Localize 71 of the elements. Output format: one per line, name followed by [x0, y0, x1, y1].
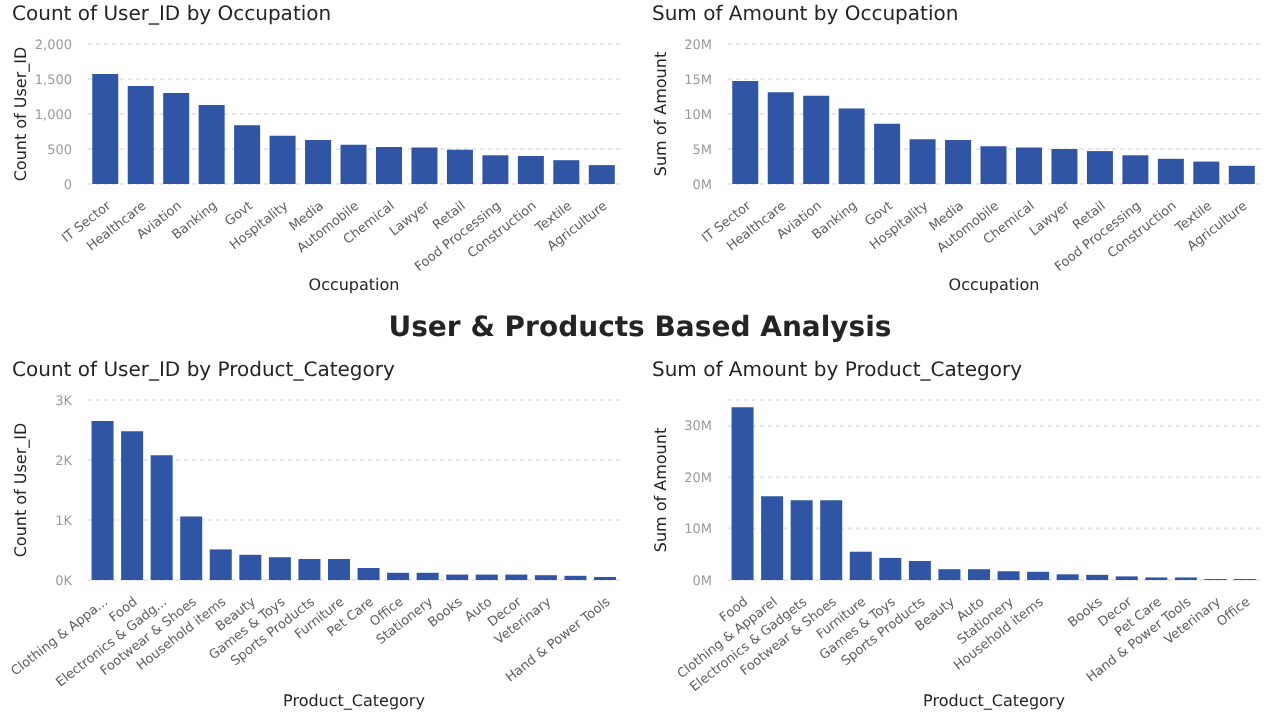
x-axis-title: Occupation [948, 276, 1040, 294]
chart-title: Count of User_ID by Occupation [10, 2, 334, 30]
bar [446, 149, 473, 184]
bar [375, 146, 402, 184]
bar [298, 559, 321, 580]
x-axis-title: Product_Category [283, 692, 426, 710]
bar [980, 146, 1007, 184]
bar [91, 421, 114, 580]
bar [820, 500, 843, 580]
bar [553, 160, 580, 184]
bar [879, 557, 902, 580]
bar [268, 557, 291, 580]
bar [803, 95, 830, 184]
bar [1051, 149, 1078, 184]
bar [121, 431, 144, 580]
bar [416, 572, 439, 580]
chart-title: Count of User_ID by Product_Category [10, 358, 397, 386]
bar [1228, 165, 1255, 184]
bar [198, 104, 225, 184]
bar [838, 108, 865, 184]
bar [761, 496, 784, 580]
bar [997, 571, 1020, 580]
bar [908, 560, 931, 580]
bar [588, 165, 615, 184]
bar [505, 574, 528, 580]
bar [1027, 571, 1050, 580]
bar [1056, 574, 1079, 580]
bar [731, 407, 754, 580]
x-axis-title: Occupation [308, 276, 400, 294]
bar [1193, 161, 1220, 184]
bar [945, 139, 972, 184]
bar [411, 147, 438, 184]
x-axis-title: Product_Category [923, 692, 1066, 710]
bar [475, 574, 498, 580]
bar [239, 554, 262, 580]
y-axis-title: Sum of Amount [651, 51, 670, 177]
text: User & Products Based Analysis [386, 310, 894, 348]
bar [92, 74, 119, 184]
bar [938, 569, 961, 580]
bar [127, 86, 154, 184]
bar [1086, 574, 1109, 580]
bar [967, 569, 990, 580]
y-axis-title: Count of User_ID [11, 46, 30, 182]
bar [482, 155, 509, 184]
bar [909, 139, 936, 184]
bar [849, 551, 872, 580]
bar [340, 144, 367, 184]
bar [180, 516, 203, 580]
bar [150, 455, 173, 580]
bar [209, 549, 232, 580]
bar [163, 93, 190, 184]
bar [234, 125, 261, 184]
bar [1086, 151, 1113, 184]
bar [1015, 147, 1042, 184]
bar [357, 568, 380, 580]
bar [305, 139, 332, 184]
bar [269, 135, 296, 184]
bar [732, 81, 759, 184]
bar [767, 92, 794, 184]
bar [517, 156, 544, 184]
bar [1157, 158, 1184, 184]
bar [790, 500, 813, 580]
y-axis-title: Sum of Amount [651, 427, 670, 553]
chart-title: Sum of Amount by Product_Category [650, 358, 1024, 386]
y-axis-title: Count of User_ID [11, 422, 30, 558]
chart-title: Sum of Amount by Occupation [650, 2, 961, 30]
bar [874, 123, 901, 184]
bar [387, 572, 410, 580]
bar [446, 574, 469, 580]
bar [327, 559, 350, 580]
bar [1122, 155, 1149, 184]
